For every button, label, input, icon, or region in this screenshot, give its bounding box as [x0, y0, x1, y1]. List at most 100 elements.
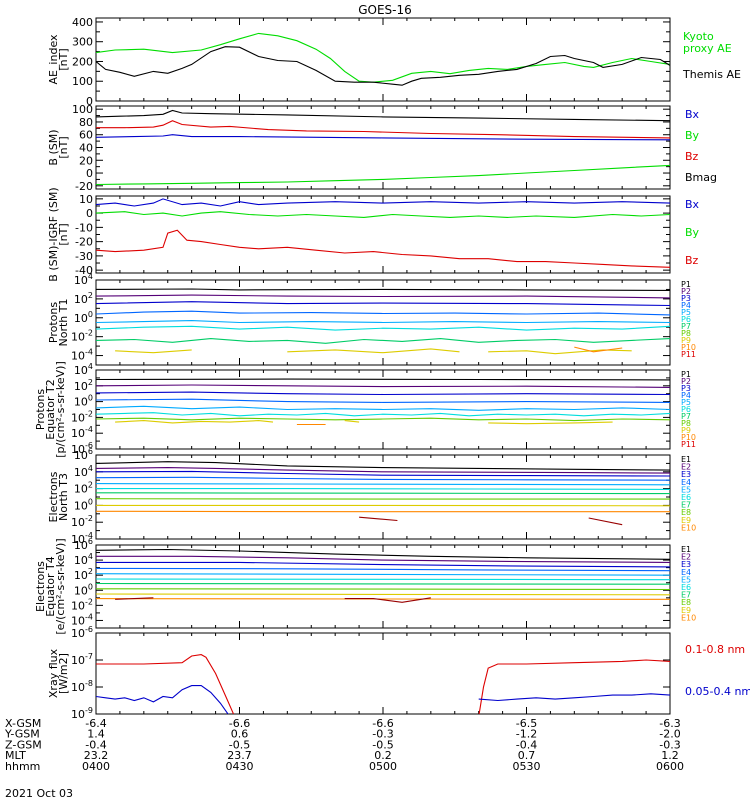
series-line-e3: [96, 470, 670, 477]
series-line-p3: [96, 301, 670, 307]
x-row-value: -0.3: [659, 738, 680, 751]
y-tick-label: 100: [74, 394, 93, 409]
y-tick-label: 102: [74, 481, 93, 496]
legend-label: proxy AE: [683, 42, 732, 55]
legend-label: Bz: [685, 254, 699, 267]
series-line-kyoto-proxy-ae: [96, 32, 670, 83]
y-axis-label: Electrons: [34, 561, 47, 612]
legend-channel-label: E8: [681, 598, 691, 607]
legend-channel-label: E6: [681, 493, 691, 502]
legend-channel-label: E7: [681, 591, 691, 600]
legend-label: By: [685, 226, 700, 239]
y-tick-label: -20: [75, 180, 93, 193]
x-row-value: -0.5: [372, 738, 393, 751]
plot-area: [96, 461, 670, 526]
y-axis-label: B (SM): [47, 129, 60, 165]
x-row-value: 0500: [369, 760, 397, 773]
x-row-value: 0.2: [374, 749, 392, 762]
x-row-value: -0.4: [516, 738, 537, 751]
series-line-p7: [96, 417, 670, 422]
y-tick-label: 10-9: [71, 706, 93, 721]
legend-channel-label: P3: [681, 384, 691, 393]
plot-title: GOES-16: [358, 3, 412, 17]
legend-channel-label: P10: [681, 343, 696, 352]
y-tick-label: 102: [74, 567, 93, 582]
series-line-bx: [96, 198, 670, 207]
series-line-by: [96, 164, 670, 186]
series-line-p4: [96, 310, 670, 316]
series-line-e11: [588, 517, 623, 526]
y-axis-label: [nT]: [57, 223, 70, 245]
legend-channel-label: P7: [681, 322, 691, 331]
x-row-label: X-GSM: [5, 717, 41, 730]
x-row-value: -6.6: [229, 717, 250, 730]
x-row-value: -6.6: [372, 717, 393, 730]
series-line-bx: [96, 134, 670, 141]
series-line-p2: [96, 384, 670, 388]
legend-channel-label: P10: [681, 433, 696, 442]
y-tick-label: 100: [74, 582, 93, 597]
legend-channel-label: P4: [681, 391, 691, 400]
series-line-e4: [96, 476, 670, 481]
x-row-value: -2.0: [659, 728, 680, 741]
y-tick-label: -30: [75, 250, 93, 263]
series-line-e5: [96, 573, 670, 576]
series-line-e9: [96, 593, 670, 596]
legend-channel-label: P6: [681, 405, 691, 414]
y-tick-label: 200: [72, 55, 93, 68]
y-tick-label: 80: [79, 116, 93, 129]
series-line-by: [96, 211, 670, 218]
y-axis-label: [W/m2]: [57, 653, 70, 694]
x-row-value: 23.7: [227, 749, 252, 762]
legend-channel-label: P1: [681, 280, 691, 289]
plot-area: [96, 378, 670, 426]
legend-channel-label: P8: [681, 329, 691, 338]
x-row-value: -6.5: [516, 717, 537, 730]
legend-channel-label: E5: [681, 485, 691, 494]
series-line-e8: [96, 588, 670, 591]
y-tick-label: 10-8: [71, 679, 93, 694]
legend-channel-label: P11: [681, 350, 696, 359]
legend-channel-label: E7: [681, 501, 691, 510]
legend-label: Bx: [685, 198, 700, 211]
date-label: 2021 Oct 03: [5, 787, 73, 800]
x-row-value: 1.2: [661, 749, 679, 762]
y-tick-label: 104: [74, 464, 93, 479]
legend-label: Bz: [685, 150, 699, 163]
series-line-bz: [96, 120, 670, 139]
y-tick-label: 106: [74, 537, 93, 552]
y-tick-label: 10-2: [71, 409, 93, 424]
legend-label: 0.1-0.8 nm: [685, 643, 745, 656]
y-tick-label: 10-4: [71, 348, 93, 363]
x-row-value: -0.3: [372, 728, 393, 741]
y-tick-label: 102: [74, 378, 93, 393]
y-tick-label: 20: [79, 154, 93, 167]
legend-channel-label: E8: [681, 508, 691, 517]
series-line-p8: [96, 338, 670, 344]
y-tick-label: 104: [74, 272, 93, 287]
x-row-label: MLT: [5, 749, 26, 762]
y-tick-label: 100: [74, 310, 93, 325]
x-row-label: Y-GSM: [4, 728, 40, 741]
legend-channel-label: P9: [681, 336, 691, 345]
legend-channel-label: P11: [681, 440, 696, 449]
plot-area: [96, 109, 670, 186]
series-line-p9: [488, 421, 613, 425]
y-axis-label: [p/(cm²-s-sr-keV)]: [54, 361, 67, 458]
legend-channel-label: P8: [681, 419, 691, 428]
y-tick-label: 40: [79, 142, 93, 155]
legend-channel-label: E2: [681, 553, 691, 562]
legend-channel-label: P4: [681, 301, 691, 310]
x-row-value: -1.2: [516, 728, 537, 741]
y-tick-label: 10-4: [71, 425, 93, 440]
legend-label: Kyoto: [683, 30, 714, 43]
legend-channel-label: E3: [681, 560, 691, 569]
series-line-p9: [488, 349, 632, 355]
y-tick-label: -20: [75, 236, 93, 249]
panel-frame: [95, 632, 671, 715]
series-line-e7: [96, 492, 670, 495]
